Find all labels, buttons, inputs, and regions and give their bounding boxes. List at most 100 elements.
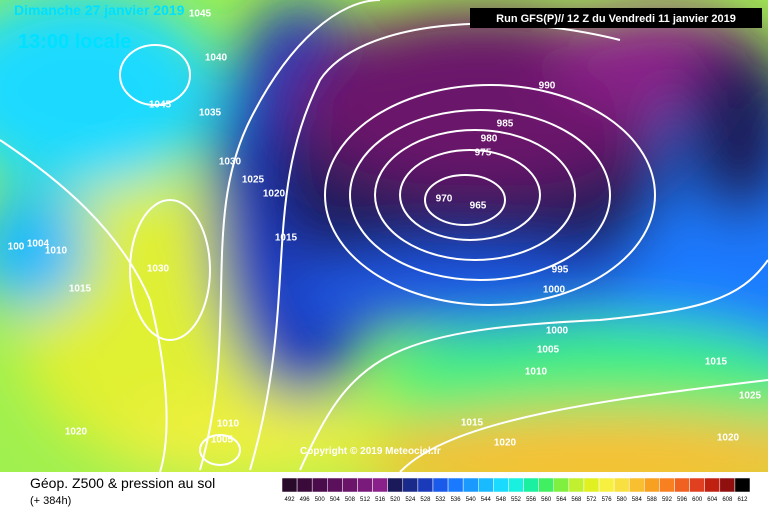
isobar-label: 1015	[705, 357, 728, 368]
scale-swatch	[311, 477, 328, 493]
scale-swatch	[402, 477, 419, 493]
isobar-label: 1025	[242, 175, 265, 186]
isobar-label: 1020	[65, 427, 88, 438]
isobar-label: 1005	[211, 435, 234, 446]
isobar-label: 1010	[525, 367, 548, 378]
copyright: Copyright © 2019 Meteociel.fr	[300, 446, 441, 457]
scale-swatch	[674, 477, 690, 493]
scale-label: 568	[571, 497, 582, 503]
run-info: Run GFS(P)// 12 Z du Vendredi 11 janvier…	[496, 13, 736, 25]
scale-label: 580	[617, 497, 628, 503]
time: 13:00 locale	[18, 31, 131, 53]
scale-swatch	[387, 477, 404, 493]
scale-swatch	[568, 477, 585, 493]
isobar-label: 1010	[217, 419, 240, 430]
scale-label: 524	[405, 497, 416, 503]
scale-swatch	[734, 477, 751, 493]
isobar-label: 1020	[263, 189, 286, 200]
scale-label: 556	[526, 497, 537, 503]
scale-swatch	[508, 477, 524, 493]
isobar-label: 1015	[461, 418, 484, 429]
isobar-label: 1020	[494, 438, 517, 449]
isobar-label: 1030	[147, 264, 170, 275]
scale-swatch	[372, 477, 388, 493]
scale-swatch	[417, 477, 434, 493]
footer-title: Géop. Z500 & pression au sol	[30, 475, 215, 491]
scale-swatch	[296, 477, 313, 493]
scale-label: 548	[496, 497, 507, 503]
scale-label: 496	[300, 497, 311, 503]
scale-label: 528	[420, 497, 431, 503]
scale-label: 604	[707, 497, 718, 503]
scale-swatch	[689, 477, 705, 493]
scale-swatch	[659, 477, 675, 493]
scale-label: 584	[632, 497, 643, 503]
isobar-label: 1040	[205, 53, 228, 64]
run-box	[470, 8, 762, 28]
scale-label: 508	[345, 497, 356, 503]
scale-swatch	[462, 477, 479, 493]
scale-label: 520	[390, 497, 401, 503]
isobar-label: 1004	[27, 239, 50, 250]
scale-swatch	[432, 477, 449, 493]
footer: Géop. Z500 & pression au sol (+ 384h) 49…	[30, 475, 751, 507]
scale-label: 532	[436, 497, 447, 503]
scale-label: 536	[451, 497, 462, 503]
isobar-label: 1000	[546, 326, 569, 337]
scale-swatch	[493, 477, 509, 493]
isobar-label: 975	[475, 148, 492, 159]
isobar-label: 990	[539, 81, 556, 92]
isobar-label: 1025	[739, 391, 762, 402]
scale-label: 572	[586, 497, 597, 503]
scale-swatch	[553, 477, 570, 493]
scale-label: 492	[285, 497, 296, 503]
footer-lead: (+ 384h)	[30, 495, 71, 507]
scale-label: 516	[375, 497, 386, 503]
scale-label: 588	[647, 497, 658, 503]
scale-label: 540	[466, 497, 477, 503]
scale-swatch	[704, 477, 721, 493]
scale-label: 504	[330, 497, 341, 503]
isobar-label: 980	[481, 134, 498, 145]
scale-label: 544	[481, 497, 492, 503]
isobar-label: 965	[470, 201, 487, 212]
scale-swatch	[447, 477, 464, 493]
scale-swatch	[538, 477, 554, 493]
scale-label: 576	[602, 497, 613, 503]
map: 1045104010451035103010251020101599098598…	[0, 0, 768, 472]
scale-swatch	[719, 477, 736, 493]
isobar-label: 1020	[717, 433, 740, 444]
scale-swatch	[598, 477, 615, 493]
scale-label: 564	[556, 497, 567, 503]
isobar-label: 985	[497, 119, 514, 130]
scale-swatch	[644, 477, 660, 493]
scale-label: 608	[722, 497, 733, 503]
isobar-label: 1000	[543, 285, 566, 296]
scale-label: 596	[677, 497, 688, 503]
scale-swatch	[357, 477, 373, 493]
isobar-label: 1035	[199, 108, 222, 119]
scale-label: 600	[692, 497, 703, 503]
scale-swatch	[628, 477, 645, 493]
scale-swatch	[342, 477, 358, 493]
scale-swatch	[583, 477, 600, 493]
scale-swatch	[327, 477, 343, 493]
isobar-label: 100	[8, 242, 25, 253]
scale-swatch	[281, 477, 298, 493]
field	[0, 0, 768, 472]
scale-swatch	[523, 477, 539, 493]
scale-label: 612	[737, 497, 748, 503]
scale-label: 512	[360, 497, 371, 503]
isobar-label: 1005	[537, 345, 560, 356]
scale-label: 552	[511, 497, 522, 503]
isobar-label: 1015	[275, 233, 298, 244]
scale-label: 500	[315, 497, 326, 503]
scale-label: 592	[662, 497, 673, 503]
isobar-label: 1045	[189, 9, 212, 20]
isobar-label: 1030	[219, 157, 242, 168]
isobar-label: 1045	[149, 100, 172, 111]
date: Dimanche 27 janvier 2019	[14, 2, 185, 18]
isobar-label: 995	[552, 265, 569, 276]
scale-label: 560	[541, 497, 552, 503]
